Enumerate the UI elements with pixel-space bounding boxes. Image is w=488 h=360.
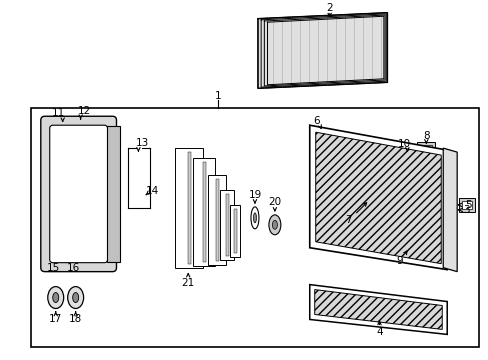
Bar xyxy=(399,150,414,162)
Ellipse shape xyxy=(250,207,259,229)
Bar xyxy=(402,153,411,159)
Text: 3: 3 xyxy=(462,205,468,215)
Bar xyxy=(175,148,203,268)
Text: 13: 13 xyxy=(136,138,149,148)
Ellipse shape xyxy=(253,213,256,223)
Text: 19: 19 xyxy=(248,190,261,200)
Ellipse shape xyxy=(73,293,79,302)
Polygon shape xyxy=(106,126,120,262)
Polygon shape xyxy=(309,285,447,334)
Text: 11: 11 xyxy=(52,108,65,118)
Bar xyxy=(229,205,240,257)
FancyBboxPatch shape xyxy=(41,116,116,272)
Bar xyxy=(188,152,191,264)
Text: 6: 6 xyxy=(313,116,319,126)
Polygon shape xyxy=(442,148,456,272)
Text: 14: 14 xyxy=(145,186,159,196)
Bar xyxy=(216,179,219,261)
Bar xyxy=(68,134,74,254)
Text: 21: 21 xyxy=(181,278,194,288)
Ellipse shape xyxy=(268,215,280,235)
Polygon shape xyxy=(315,132,440,264)
Polygon shape xyxy=(258,13,386,88)
Polygon shape xyxy=(314,289,441,329)
Bar xyxy=(458,198,474,212)
Bar xyxy=(193,158,215,266)
Text: 12: 12 xyxy=(78,106,91,116)
Bar xyxy=(225,194,228,256)
Bar xyxy=(234,209,237,253)
Bar xyxy=(461,201,471,209)
Text: 16: 16 xyxy=(67,263,80,273)
Text: 15: 15 xyxy=(47,263,60,273)
Text: 17: 17 xyxy=(49,314,62,324)
Text: 10: 10 xyxy=(397,139,410,149)
Bar xyxy=(220,190,234,260)
Text: 8: 8 xyxy=(422,131,429,141)
Bar xyxy=(416,142,434,156)
Text: 5: 5 xyxy=(464,200,470,210)
Ellipse shape xyxy=(53,293,59,302)
Text: 4: 4 xyxy=(375,327,382,337)
Bar xyxy=(420,145,431,153)
Bar xyxy=(59,134,63,254)
Text: 7: 7 xyxy=(345,215,351,225)
Text: 20: 20 xyxy=(268,197,281,207)
Ellipse shape xyxy=(48,287,63,309)
Ellipse shape xyxy=(67,287,83,309)
Text: 18: 18 xyxy=(69,314,82,324)
Bar xyxy=(31,108,478,347)
Text: 9: 9 xyxy=(395,256,402,266)
Text: 2: 2 xyxy=(325,3,332,13)
Polygon shape xyxy=(309,125,447,270)
Bar xyxy=(203,162,206,262)
Text: 1: 1 xyxy=(214,91,221,101)
FancyBboxPatch shape xyxy=(50,125,107,263)
Ellipse shape xyxy=(272,220,277,229)
Bar xyxy=(208,175,225,265)
